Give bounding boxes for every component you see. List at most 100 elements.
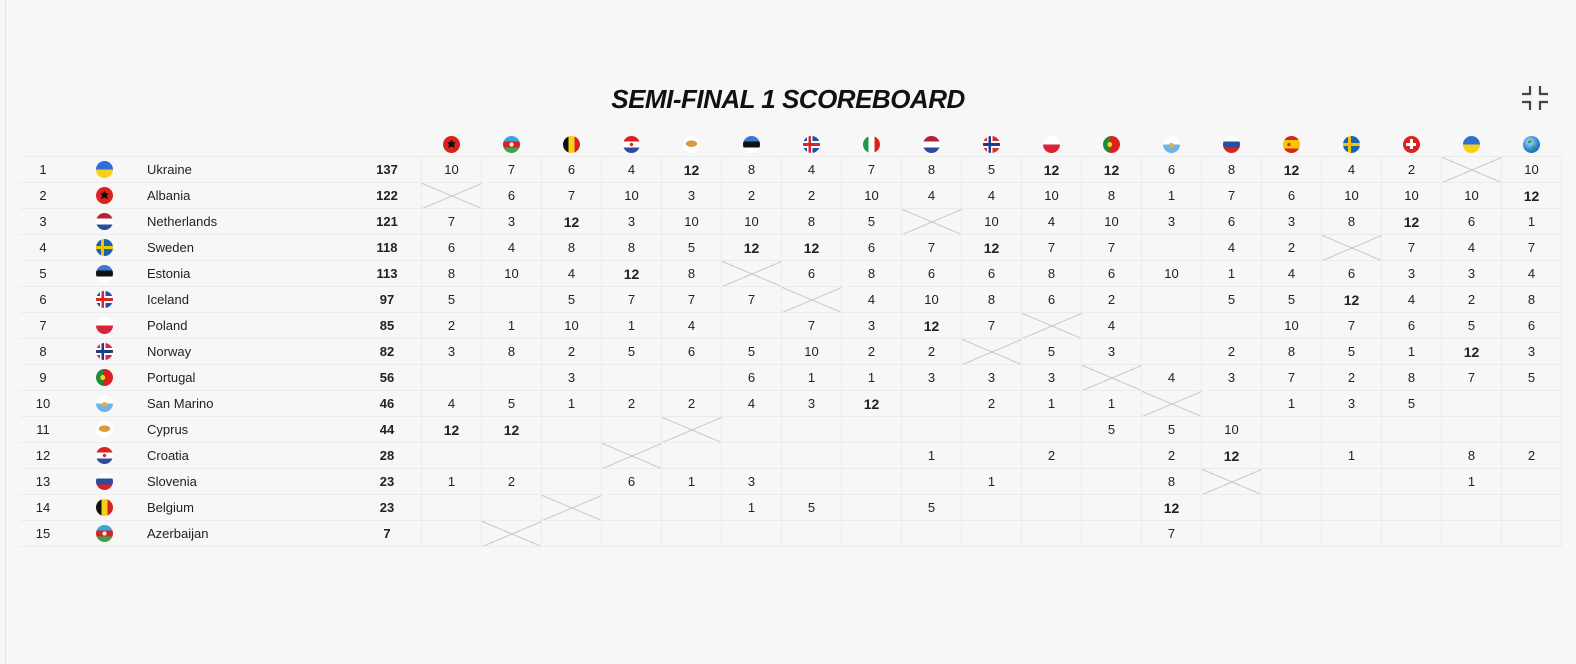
points-cell: 10 — [661, 208, 722, 235]
points-cell: 6 — [541, 156, 602, 183]
points-cell: 7 — [1081, 234, 1142, 261]
points-cell: 8 — [421, 260, 482, 287]
points-cell — [1441, 494, 1502, 521]
total-points: 97 — [353, 286, 422, 313]
country-flag-cell — [66, 416, 143, 443]
points-cell: 10 — [421, 156, 482, 183]
self-vote-cell — [1201, 468, 1262, 495]
flag-ukraine-icon — [1463, 135, 1480, 153]
compress-icon[interactable] — [1521, 85, 1549, 111]
table-row: 14 Belgium 23 1 5 5 12 — [20, 494, 1562, 521]
points-cell: 7 — [661, 286, 722, 313]
points-cell: 1 — [1321, 442, 1382, 469]
points-cell: 1 — [541, 390, 602, 417]
scoreboard-table: 1 Ukraine 137 10 7 6 4 12 8 4 7 8 5 12 12 6 8 12 4 2 10 2 Alba… — [20, 132, 1562, 547]
points-cell — [721, 416, 782, 443]
points-cell — [961, 520, 1022, 547]
total-points: 121 — [353, 208, 422, 235]
flag-san-marino-icon — [1163, 135, 1180, 153]
flag-netherlands-icon — [923, 135, 940, 153]
points-cell: 8 — [1201, 156, 1262, 183]
points-cell: 3 — [901, 364, 962, 391]
table-row: 3 Netherlands 121 7 3 12 3 10 10 8 5 10 4 10 3 6 3 8 12 6 1 — [20, 208, 1562, 235]
self-vote-cell — [601, 442, 662, 469]
points-cell: 4 — [1141, 364, 1202, 391]
scoreboard-title: SEMI-FINAL 1 SCOREBOARD — [611, 84, 965, 114]
points-cell: 7 — [781, 312, 842, 339]
rank-cell: 7 — [20, 312, 66, 339]
points-cell — [1261, 442, 1322, 469]
points-cell: 7 — [841, 156, 902, 183]
points-cell: 5 — [1261, 286, 1322, 313]
total-points: 113 — [353, 260, 422, 287]
points-cell — [421, 520, 482, 547]
points-cell: 5 — [421, 286, 482, 313]
points-cell — [1201, 390, 1262, 417]
points-cell — [961, 494, 1022, 521]
points-cell — [841, 494, 902, 521]
points-cell — [1381, 416, 1442, 443]
country-name: Croatia — [143, 442, 353, 469]
globe-icon — [1523, 135, 1540, 153]
points-cell: 12 — [781, 234, 842, 261]
country-name: Netherlands — [143, 208, 353, 235]
flag-croatia-icon — [96, 447, 113, 465]
points-cell: 12 — [421, 416, 482, 443]
points-cell — [541, 468, 602, 495]
points-cell: 1 — [481, 312, 542, 339]
table-row: 4 Sweden 118 6 4 8 8 5 12 12 6 7 12 7 7 4 2 7 4 7 — [20, 234, 1562, 261]
points-cell — [1081, 494, 1142, 521]
points-cell — [901, 520, 962, 547]
flag-spain-icon — [1283, 135, 1300, 153]
points-cell: 6 — [601, 468, 662, 495]
points-cell — [1501, 520, 1562, 547]
points-cell: 7 — [1261, 364, 1322, 391]
points-cell: 1 — [1381, 338, 1442, 365]
points-cell: 12 — [541, 208, 602, 235]
points-cell: 7 — [481, 156, 542, 183]
country-name: Norway — [143, 338, 353, 365]
flag-norway-icon — [96, 343, 113, 361]
points-cell: 8 — [901, 156, 962, 183]
points-cell: 5 — [1201, 286, 1262, 313]
points-cell — [1321, 520, 1382, 547]
country-name: Poland — [143, 312, 353, 339]
points-cell: 4 — [901, 182, 962, 209]
total-points: 56 — [353, 364, 422, 391]
country-flag-cell — [66, 208, 143, 235]
points-cell — [481, 364, 542, 391]
points-cell — [841, 468, 902, 495]
table-row: 9 Portugal 56 3 6 1 1 3 3 3 4 3 7 2 8 7 5 — [20, 364, 1562, 391]
points-cell: 8 — [721, 156, 782, 183]
points-cell: 4 — [841, 286, 902, 313]
points-cell: 6 — [901, 260, 962, 287]
country-flag-cell — [66, 442, 143, 469]
points-cell: 3 — [421, 338, 482, 365]
points-cell: 5 — [961, 156, 1022, 183]
points-cell: 4 — [961, 182, 1022, 209]
points-cell: 6 — [661, 338, 722, 365]
points-cell — [541, 520, 602, 547]
points-cell: 3 — [1141, 208, 1202, 235]
points-cell: 6 — [841, 234, 902, 261]
points-cell: 3 — [1381, 260, 1442, 287]
points-cell — [1441, 520, 1502, 547]
points-cell — [661, 364, 722, 391]
country-flag-cell — [66, 494, 143, 521]
points-cell: 3 — [781, 390, 842, 417]
voter-column-header — [901, 132, 962, 157]
points-cell: 6 — [1381, 312, 1442, 339]
self-vote-cell — [1141, 390, 1202, 417]
points-cell: 1 — [601, 312, 662, 339]
points-cell: 12 — [481, 416, 542, 443]
points-cell: 1 — [901, 442, 962, 469]
points-cell — [1321, 416, 1382, 443]
points-cell: 10 — [601, 182, 662, 209]
flag-portugal-icon — [1103, 135, 1120, 153]
points-cell: 4 — [421, 390, 482, 417]
points-cell — [1501, 390, 1562, 417]
points-cell: 2 — [481, 468, 542, 495]
rank-cell: 4 — [20, 234, 66, 261]
self-vote-cell — [721, 260, 782, 287]
points-cell: 4 — [1501, 260, 1562, 287]
